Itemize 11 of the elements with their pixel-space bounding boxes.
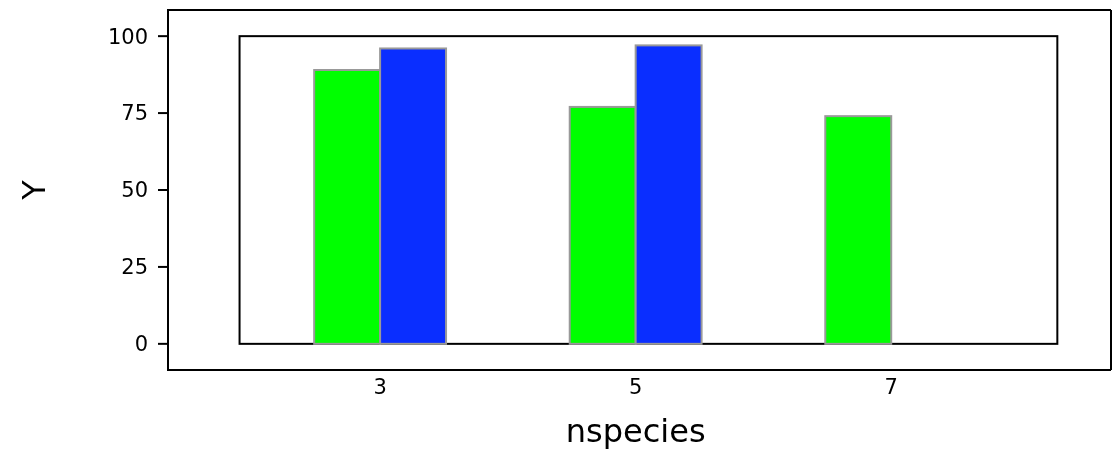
x-tick-label: 7 [884, 375, 898, 399]
x-tick-label: 3 [373, 375, 387, 399]
y-tick-label: 50 [121, 178, 148, 203]
y-tick-label: 0 [134, 332, 148, 357]
y-axis-title: Y [15, 179, 53, 201]
y-tick-label: 100 [107, 24, 148, 49]
x-axis-title: nspecies [565, 412, 706, 450]
y-tick-label: 25 [121, 255, 148, 280]
bar [824, 115, 893, 345]
x-tick-label: 5 [628, 375, 643, 399]
y-tick-label: 75 [121, 101, 148, 126]
